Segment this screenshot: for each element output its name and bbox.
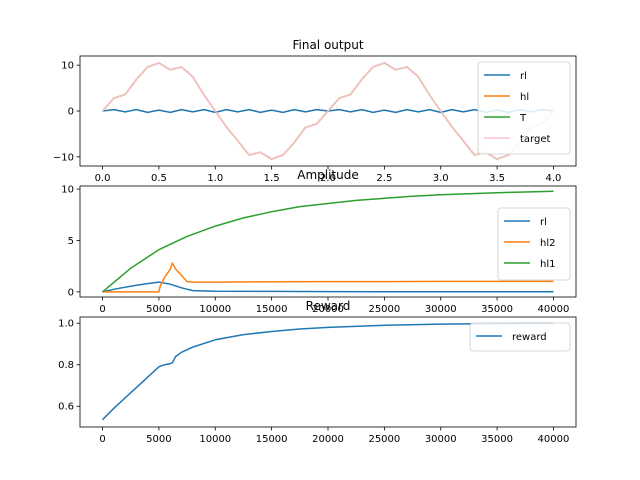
series-line-1-hl1	[102, 190, 554, 293]
chart-title-0: Final output	[292, 38, 363, 52]
x-tick-label-0-0: 0.0	[95, 173, 111, 184]
y-tick-label-0-0: 10	[61, 61, 74, 72]
x-tick-label-0-3: 1.5	[264, 173, 280, 184]
x-tick-label-2-8: 40000	[538, 434, 570, 445]
series-line-2-reward	[101, 322, 554, 421]
legend-box-2	[469, 322, 571, 352]
legend-label-1-hl2: hl2	[540, 238, 555, 249]
x-tick-label-1-8: 40000	[538, 304, 570, 315]
x-tick-label-2-5: 25000	[368, 434, 400, 445]
x-tick-label-2-7: 35000	[481, 434, 513, 445]
series-line-1-hl2	[102, 262, 554, 293]
x-tick-label-1-4: 20000	[312, 304, 344, 315]
x-tick-label-2-2: 10000	[199, 434, 231, 445]
legend-label-0-target: target	[520, 134, 550, 145]
y-tick-label-1-1: 5	[68, 236, 74, 247]
legend-label-0-hl: hl	[520, 92, 529, 103]
x-tick-label-0-5: 2.5	[376, 173, 392, 184]
y-tick-label-0-2: −10	[53, 152, 74, 163]
y-tick-label-1-2: 0	[68, 287, 74, 298]
x-tick-label-1-3: 15000	[256, 304, 288, 315]
x-tick-label-1-6: 30000	[425, 304, 457, 315]
y-tick-label-0-1: 0	[68, 107, 74, 118]
x-tick-label-2-3: 15000	[256, 434, 288, 445]
x-tick-label-0-8: 4.0	[546, 173, 562, 184]
y-tick-label-2-0: 1.0	[58, 319, 74, 330]
x-tick-label-0-7: 3.5	[489, 173, 505, 184]
y-tick-label-1-0: 10	[61, 185, 74, 196]
x-tick-label-1-2: 10000	[199, 304, 231, 315]
x-tick-label-2-0: 0	[99, 434, 105, 445]
legend-box-1	[497, 207, 571, 281]
x-tick-label-2-6: 30000	[425, 434, 457, 445]
x-tick-label-0-1: 0.5	[151, 173, 167, 184]
x-tick-label-1-0: 0	[99, 304, 105, 315]
series-line-0-target	[101, 62, 555, 160]
chart-title-2: Reward	[306, 299, 351, 313]
x-tick-label-0-6: 3.0	[433, 173, 449, 184]
x-tick-label-1-5: 25000	[368, 304, 400, 315]
x-tick-label-1-7: 35000	[481, 304, 513, 315]
x-tick-label-2-4: 20000	[312, 434, 344, 445]
legend-label-2-reward: reward	[512, 332, 547, 343]
x-tick-label-1-1: 5000	[146, 304, 171, 315]
series-line-1-rl	[102, 281, 554, 293]
x-tick-label-0-4: 2.0	[320, 173, 336, 184]
legend-label-1-rl: rl	[540, 217, 547, 228]
x-tick-label-2-1: 5000	[146, 434, 171, 445]
y-tick-label-2-1: 0.8	[58, 360, 74, 371]
legend-label-0-rl: rl	[520, 71, 527, 82]
legend-box-0	[477, 61, 571, 155]
legend-label-0-T: T	[519, 113, 527, 124]
y-tick-label-2-2: 0.6	[58, 402, 74, 413]
chart-title-1: Amplitude	[297, 168, 359, 182]
x-tick-label-0-2: 1.0	[207, 173, 223, 184]
legend-label-1-hl1: hl1	[540, 259, 555, 270]
